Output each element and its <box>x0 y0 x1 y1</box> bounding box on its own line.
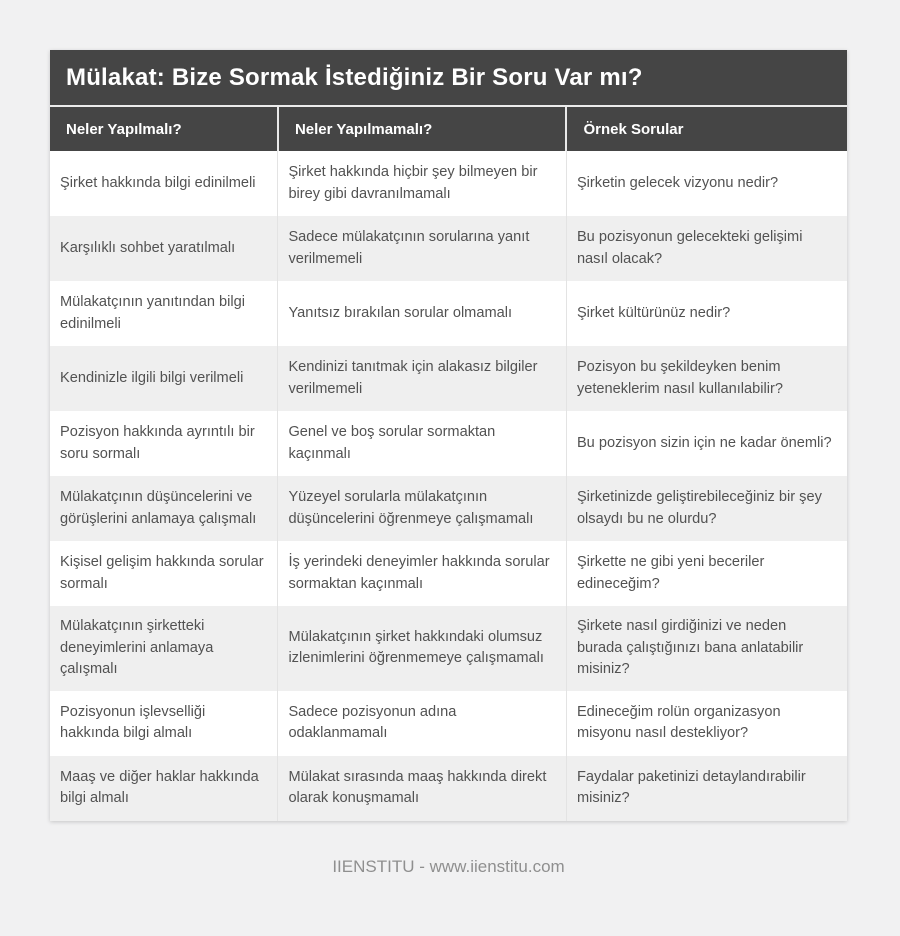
table-row: Kişisel gelişim hakkında sorular sormalı… <box>50 541 847 606</box>
table-cell: Şirkette ne gibi yeni beceriler edineceğ… <box>565 541 847 606</box>
table-row: Karşılıklı sohbet yaratılmalı Sadece mül… <box>50 216 847 281</box>
table-cell: Şirkete nasıl girdiğinizi ve neden burad… <box>565 606 847 691</box>
table-row: Maaş ve diğer haklar hakkında bilgi alma… <box>50 755 847 821</box>
table-header-row: Neler Yapılmalı? Neler Yapılmamalı? Örne… <box>50 107 847 151</box>
page-title: Mülakat: Bize Sormak İstediğiniz Bir Sor… <box>50 50 847 107</box>
table-cell: Şirketin gelecek vizyonu nedir? <box>565 151 847 216</box>
column-header-example-questions: Örnek Sorular <box>565 107 847 151</box>
table-cell: Sadece mülakatçının sorularına yanıt ver… <box>277 216 567 281</box>
table-cell: Kendinizle ilgili bilgi verilmeli <box>60 369 244 386</box>
table-cell: Mülakatçının düşüncelerini ve görüşlerin… <box>60 488 257 527</box>
table-row: Şirket hakkında bilgi edinilmeli Şirket … <box>50 151 847 216</box>
table-cell: Mülakatçının yanıtından bilgi edinilmeli <box>60 293 245 332</box>
table-cell: Mülakatçının şirket hakkındaki olumsuz i… <box>277 606 567 691</box>
table-cell: İş yerindeki deneyimler hakkında sorular… <box>277 541 567 606</box>
table-cell: Kişisel gelişim hakkında sorular sormalı <box>60 553 264 592</box>
table-cell: Şirket kültürünüz nedir? <box>565 281 847 346</box>
table-cell: Pozisyon hakkında ayrıntılı bir soru sor… <box>60 423 255 462</box>
column-header-do: Neler Yapılmalı? <box>50 107 278 151</box>
table-row: Pozisyon hakkında ayrıntılı bir soru sor… <box>50 411 847 476</box>
interview-tips-table: Neler Yapılmalı? Neler Yapılmamalı? Örne… <box>50 107 847 821</box>
table-cell: Faydalar paketinizi detaylandırabilir mi… <box>565 755 847 821</box>
interview-tips-card: Mülakat: Bize Sormak İstediğiniz Bir Sor… <box>50 50 847 821</box>
table-row: Kendinizle ilgili bilgi verilmeli Kendin… <box>50 346 847 411</box>
table-cell: Maaş ve diğer haklar hakkında bilgi alma… <box>60 768 259 807</box>
table-cell: Karşılıklı sohbet yaratılmalı <box>60 239 236 256</box>
table-cell: Şirketinizde geliştirebileceğiniz bir şe… <box>565 476 847 541</box>
table-row: Mülakatçının şirketteki deneyimlerini an… <box>50 606 847 691</box>
table-cell: Pozisyonun işlevselliği hakkında bilgi a… <box>60 703 206 742</box>
table-row: Pozisyonun işlevselliği hakkında bilgi a… <box>50 690 847 756</box>
table-cell: Kendinizi tanıtmak için alakasız bilgile… <box>277 346 567 411</box>
table-row: Mülakatçının düşüncelerini ve görüşlerin… <box>50 476 847 541</box>
footer-credit: IIENSTITU - www.iienstitu.com <box>332 857 565 876</box>
table-cell: Yüzeyel sorularla mülakatçının düşüncele… <box>277 476 567 541</box>
table-cell: Sadece pozisyonun adına odaklanmamalı <box>277 690 567 756</box>
table-cell: Edineceğim rolün organizasyon misyonu na… <box>565 690 847 756</box>
table-cell: Mülakat sırasında maaş hakkında direkt o… <box>277 755 567 821</box>
table-cell: Pozisyon bu şekildeyken benim yetenekler… <box>565 346 847 411</box>
table-cell: Yanıtsız bırakılan sorular olmamalı <box>277 281 567 346</box>
table-cell: Şirket hakkında bilgi edinilmeli <box>60 174 256 191</box>
table-cell: Bu pozisyonun gelecekteki gelişimi nasıl… <box>565 216 847 281</box>
table-cell: Bu pozisyon sizin için ne kadar önemli? <box>565 411 847 476</box>
table-row: Mülakatçının yanıtından bilgi edinilmeli… <box>50 281 847 346</box>
table-cell: Genel ve boş sorular sormaktan kaçınmalı <box>277 411 567 476</box>
column-header-dont: Neler Yapılmamalı? <box>276 107 567 151</box>
table-cell: Mülakatçının şirketteki deneyimlerini an… <box>60 618 214 678</box>
table-cell: Şirket hakkında hiçbir şey bilmeyen bir … <box>277 151 567 216</box>
